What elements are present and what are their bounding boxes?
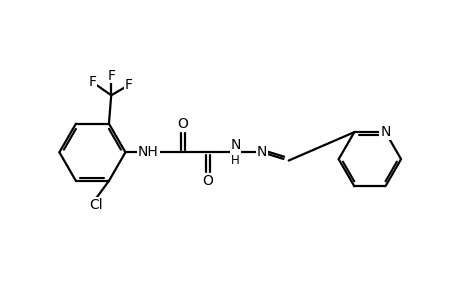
Text: NH: NH xyxy=(138,145,158,159)
Text: N: N xyxy=(257,145,267,159)
Text: F: F xyxy=(125,78,133,92)
Text: F: F xyxy=(88,75,96,89)
Text: O: O xyxy=(202,174,213,188)
Text: Cl: Cl xyxy=(89,198,102,212)
Text: O: O xyxy=(177,117,188,131)
Text: F: F xyxy=(107,68,115,83)
Text: H: H xyxy=(230,154,239,166)
Text: N: N xyxy=(230,138,240,152)
Text: N: N xyxy=(380,125,390,139)
